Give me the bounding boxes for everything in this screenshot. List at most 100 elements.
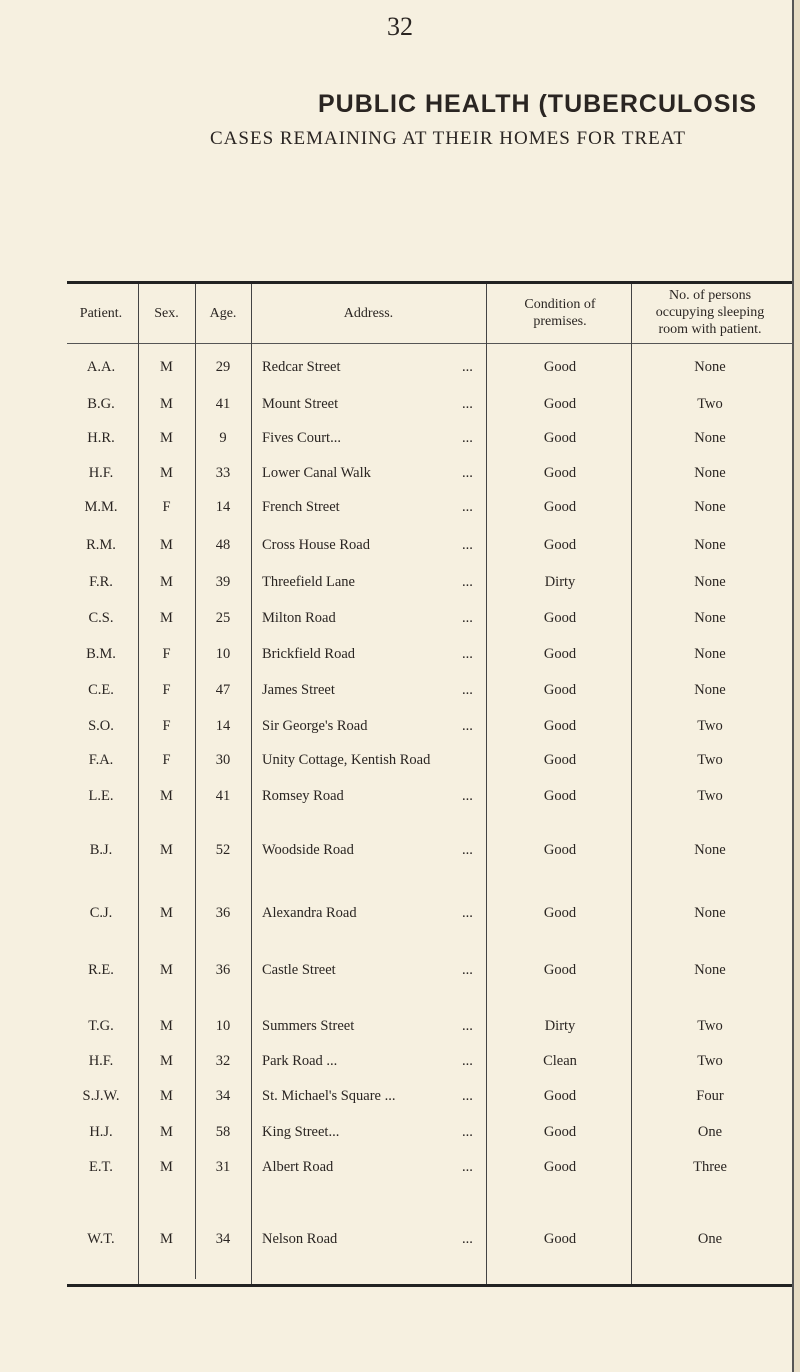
table-bottom-rule: [67, 1284, 792, 1287]
column-divider: [195, 284, 196, 1279]
cell-patient: H.F.: [88, 1053, 114, 1069]
leader-dots: ...: [462, 610, 473, 626]
table-top-rule: [67, 281, 792, 284]
cell-persons: Two: [697, 1018, 723, 1034]
cell-age: 36: [215, 962, 231, 978]
cell-address: Romsey Road: [262, 788, 344, 804]
column-divider: [486, 284, 487, 1284]
header-patient: Patient.: [79, 306, 123, 321]
cell-persons: One: [697, 1231, 723, 1247]
cell-address: French Street: [262, 499, 340, 515]
cell-sex: M: [160, 610, 173, 626]
cell-persons: None: [694, 430, 726, 446]
cell-address: Lower Canal Walk: [262, 465, 371, 481]
cell-patient: W.T.: [87, 1231, 115, 1247]
cell-address: King Street...: [262, 1124, 340, 1140]
cell-condition: Good: [543, 610, 577, 626]
page-number: 32: [387, 12, 413, 41]
cell-age: 48: [215, 537, 231, 553]
cell-address: Threefield Lane: [262, 574, 355, 590]
header-age: Age.: [209, 306, 237, 321]
cell-age: 34: [215, 1088, 231, 1104]
cell-address: Nelson Road: [262, 1231, 338, 1247]
cell-persons: None: [694, 646, 726, 662]
cell-patient: B.J.: [89, 842, 113, 858]
cell-condition: Good: [543, 1231, 577, 1247]
cell-persons: None: [694, 842, 726, 858]
cell-age: 25: [215, 610, 231, 626]
leader-dots: ...: [462, 962, 473, 978]
leader-dots: ...: [462, 430, 473, 446]
cell-sex: M: [160, 1053, 173, 1069]
cell-sex: M: [160, 537, 173, 553]
cell-address: Sir George's Road: [262, 718, 368, 734]
cell-condition: Good: [543, 499, 577, 515]
page-title: PUBLIC HEALTH (TUBERCULOSIS: [318, 90, 758, 118]
cell-patient: C.S.: [88, 610, 114, 626]
cell-condition: Dirty: [544, 1018, 576, 1034]
cell-age: 29: [215, 359, 231, 375]
cell-sex: F: [162, 718, 171, 734]
cell-address: Unity Cottage, Kentish Road: [262, 752, 431, 768]
cell-condition: Good: [543, 752, 577, 768]
column-divider: [138, 284, 139, 1284]
cell-patient: M.M.: [84, 499, 118, 515]
cell-address: Alexandra Road: [262, 905, 357, 921]
cell-age: 39: [215, 574, 231, 590]
leader-dots: ...: [462, 499, 473, 515]
column-divider: [251, 284, 252, 1284]
cell-persons: Two: [697, 752, 723, 768]
cell-sex: F: [162, 499, 171, 515]
cell-address: James Street: [262, 682, 335, 698]
leader-dots: ...: [462, 1053, 473, 1069]
cell-persons: None: [694, 537, 726, 553]
cell-patient: C.J.: [89, 905, 113, 921]
cell-persons: Two: [697, 396, 723, 412]
cell-age: 58: [215, 1124, 231, 1140]
cell-condition: Good: [543, 465, 577, 481]
header-bottom-rule: [67, 343, 792, 344]
cell-condition: Good: [543, 1088, 577, 1104]
leader-dots: ...: [462, 1159, 473, 1175]
cell-condition: Good: [543, 396, 577, 412]
cell-age: 14: [215, 499, 231, 515]
cell-patient: A.A.: [86, 359, 116, 375]
leader-dots: ...: [462, 905, 473, 921]
cell-address: Albert Road: [262, 1159, 334, 1175]
leader-dots: ...: [462, 359, 473, 375]
column-divider: [631, 284, 632, 1284]
cell-address: Woodside Road: [262, 842, 354, 858]
leader-dots: ...: [462, 682, 473, 698]
cell-age: 32: [215, 1053, 231, 1069]
cell-persons: Two: [697, 788, 723, 804]
cell-sex: M: [160, 430, 173, 446]
header-persons: No. of persons occupying sleeping room w…: [655, 288, 765, 337]
cell-persons: None: [694, 610, 726, 626]
cell-condition: Good: [543, 1124, 577, 1140]
leader-dots: ...: [462, 1018, 473, 1034]
cell-patient: L.E.: [88, 788, 114, 804]
leader-dots: ...: [462, 465, 473, 481]
cell-condition: Good: [543, 788, 577, 804]
cell-sex: F: [162, 682, 171, 698]
cell-condition: Good: [543, 1159, 577, 1175]
cell-patient: S.J.W.: [82, 1088, 120, 1104]
leader-dots: ...: [462, 537, 473, 553]
leader-dots: ...: [462, 788, 473, 804]
cell-age: 33: [215, 465, 231, 481]
cell-condition: Good: [543, 682, 577, 698]
cell-persons: Four: [696, 1088, 724, 1104]
cell-condition: Good: [543, 537, 577, 553]
cell-patient: T.G.: [88, 1018, 114, 1034]
leader-dots: ...: [462, 718, 473, 734]
cell-condition: Good: [543, 718, 577, 734]
cell-address: St. Michael's Square ...: [262, 1088, 396, 1104]
cell-patient: R.E.: [88, 962, 114, 978]
cell-sex: F: [162, 646, 171, 662]
cell-patient: H.J.: [89, 1124, 113, 1140]
page-subtitle: CASES REMAINING AT THEIR HOMES FOR TREAT: [210, 128, 686, 149]
cell-patient: H.F.: [88, 465, 114, 481]
cell-age: 47: [215, 682, 231, 698]
cell-address: Redcar Street: [262, 359, 341, 375]
cell-condition: Good: [543, 905, 577, 921]
